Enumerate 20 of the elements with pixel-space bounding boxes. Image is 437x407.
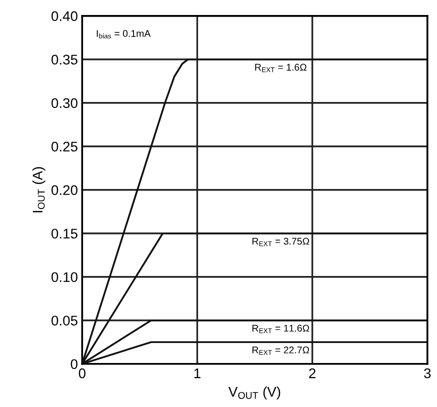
y-tick-label: 0 — [70, 359, 78, 370]
y-tick-label: 0.40 — [52, 11, 78, 22]
y-tick-label: 0.20 — [52, 185, 78, 196]
y-tick-label: 0.25 — [52, 142, 78, 152]
y-tick-label: 0.30 — [52, 98, 78, 108]
series-label: R$_{EXT}$ = 11.6Ω — [252, 324, 310, 334]
y-axis-title: I$_{OUT}$ (A) — [32, 167, 46, 212]
y-tick-label: 0.10 — [52, 272, 78, 282]
y-tick-label: 0.05 — [52, 316, 78, 326]
x-tick-label: 3 — [424, 368, 431, 378]
annotation: I$_{bias}$ = 0.1mA — [96, 30, 151, 38]
series-label: R$_{EXT}$ = 22.7Ω — [252, 346, 310, 355]
series-label: R$_{EXT}$ = 1.6Ω — [255, 64, 306, 72]
x-tick-label: 1 — [194, 368, 200, 378]
y-tick-label: 0.35 — [52, 54, 78, 65]
series-label: R$_{EXT}$ = 3.75Ω — [252, 238, 310, 246]
x-tick-label: 2 — [309, 368, 316, 378]
y-tick-label: 0.15 — [52, 228, 78, 239]
x-tick-label: 0 — [78, 368, 86, 378]
x-axis-title: V$_{OUT}$ (V) — [228, 386, 280, 400]
